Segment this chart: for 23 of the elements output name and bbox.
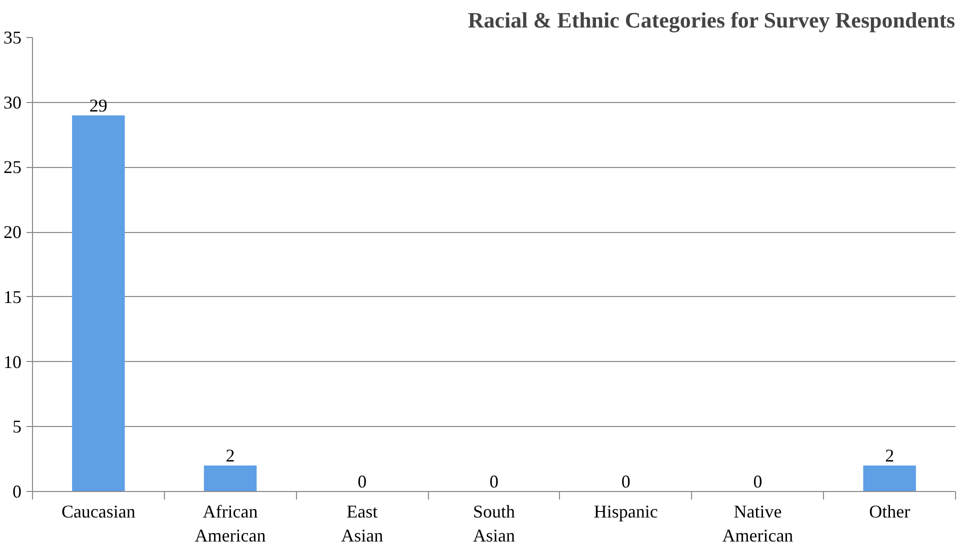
chart-title: Racial & Ethnic Categories for Survey Respondents: [468, 8, 956, 32]
data-label: 29: [89, 95, 108, 116]
y-tick-label: 20: [4, 222, 22, 242]
y-tick-label: 5: [12, 416, 22, 437]
data-label: 0: [621, 472, 630, 492]
x-tick-label: Hispanic: [594, 502, 658, 522]
x-tick-label: Native American: [722, 502, 794, 546]
y-tick-label: 25: [4, 157, 22, 178]
y-tick-label: 0: [12, 482, 22, 502]
x-tick-label: African American: [194, 502, 266, 546]
data-label: 2: [226, 446, 235, 466]
y-tick-label: 30: [4, 92, 22, 112]
y-tick-label: 35: [4, 28, 22, 48]
y-tick-label: 15: [4, 286, 22, 307]
y-tick-label: 10: [4, 352, 22, 372]
x-tick-label: South Asian: [472, 502, 516, 546]
data-label: 0: [753, 472, 762, 492]
data-label: 0: [490, 472, 498, 492]
x-tick-label: East Asian: [341, 502, 384, 546]
x-tick-label: Caucasian: [61, 502, 136, 522]
x-tick-label: Other: [869, 502, 910, 522]
data-label: 0: [358, 472, 367, 492]
data-label: 2: [885, 446, 894, 466]
